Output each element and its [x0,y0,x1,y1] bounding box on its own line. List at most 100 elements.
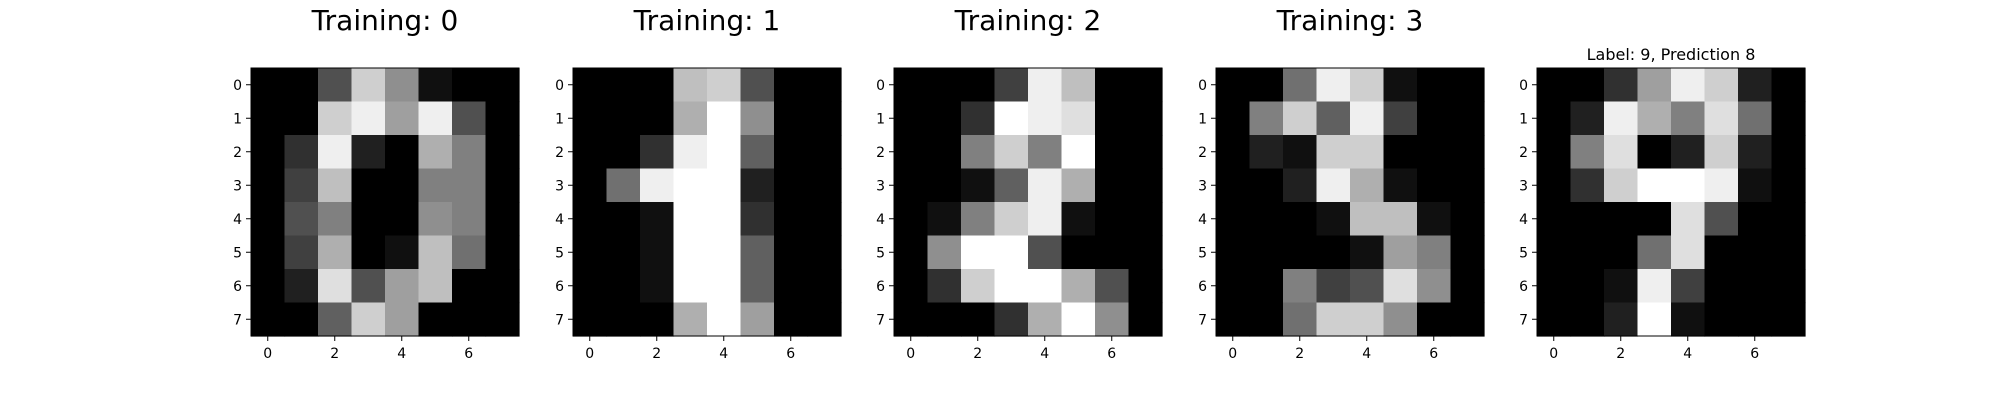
pixel-cell [807,235,842,270]
pixel-cell [606,202,641,237]
pixel-cell [894,101,929,136]
pixel-cell [1604,101,1639,136]
pixel-cell [1283,101,1318,136]
pixel-cell [1216,269,1251,304]
pixel-cell [318,269,353,304]
pixel-cell [284,235,319,270]
pixel-cell [1316,202,1351,237]
pixel-cell [961,302,996,337]
panel-title: Training: 1 [633,4,781,37]
x-tick-label: 2 [1295,346,1304,362]
pixel-cell [1604,202,1639,237]
digit-panel-2: Training: 2 0 1 2 3 4 5 6 7 0 2 4 6 [876,4,1163,362]
pixel-cell [1537,269,1572,304]
pixel-cell [485,202,520,237]
digit-panel-1: Training: 1 0 1 2 3 4 5 6 7 0 2 4 6 [555,4,842,362]
pixel-cell [774,202,809,237]
pixel-cell [284,101,319,136]
pixel-cell [452,302,487,337]
pixel-cell [961,269,996,304]
pixel-cell [807,302,842,337]
pixel-cell [1537,168,1572,203]
pixel-cell [1704,235,1739,270]
pixel-cell [1383,68,1418,103]
pixel-cell [1383,135,1418,170]
pixel-cell [707,168,742,203]
pixel-cell [573,302,608,337]
pixel-cell [1738,168,1773,203]
pixel-cell [251,135,286,170]
pixel-cell [1604,235,1639,270]
pixel-cell [1095,101,1130,136]
pixel-cell [284,168,319,203]
pixel-cell [1450,269,1485,304]
pixel-cell [1417,168,1452,203]
pixel-cell [640,235,675,270]
pixel-cell [1128,135,1163,170]
y-tick-label: 3 [555,178,564,194]
pixel-cell [1316,101,1351,136]
pixel-cell [961,101,996,136]
pixel-cell [1771,168,1806,203]
pixel-cell [1316,168,1351,203]
y-tick-label: 3 [1198,178,1207,194]
pixel-cell [1383,168,1418,203]
pixel-cell [740,101,775,136]
y-tick-label: 3 [1519,178,1528,194]
pixel-cell [1450,235,1485,270]
pixel-cell [284,68,319,103]
y-tick-label: 1 [555,111,564,127]
pixel-cell [640,269,675,304]
pixel-cell [385,101,420,136]
pixel-cell [318,68,353,103]
pixel-cell [1450,202,1485,237]
pixel-cell [774,168,809,203]
pixel-cell [1704,101,1739,136]
pixel-cell [284,202,319,237]
y-tick-label: 7 [1198,312,1207,328]
pixel-cell [318,168,353,203]
y-tick-label: 7 [876,312,885,328]
pixel-cell [1028,68,1063,103]
y-tick-label: 5 [1198,245,1207,261]
pixel-cell [1249,202,1284,237]
x-tick-label: 0 [906,346,915,362]
pixel-cell [606,269,641,304]
pixel-cell [1450,302,1485,337]
pixel-cell [1283,235,1318,270]
y-tick-label: 1 [1198,111,1207,127]
pixel-cell [774,302,809,337]
pixel-cell [894,135,929,170]
pixel-cell [1061,68,1096,103]
pixel-cell [740,202,775,237]
pixel-cell [994,135,1029,170]
pixel-cell [994,235,1029,270]
pixel-cell [1028,302,1063,337]
pixel-cell [485,235,520,270]
pixel-cell [1570,68,1605,103]
pixel-cell [318,235,353,270]
y-tick-label: 1 [233,111,242,127]
pixel-cell [1316,235,1351,270]
pixel-cell [1128,68,1163,103]
y-tick-label: 6 [1198,279,1207,295]
pixel-cell [1450,68,1485,103]
y-tick-label: 3 [876,178,885,194]
pixel-cell [1061,101,1096,136]
pixel-cell [740,269,775,304]
pixel-cell [284,269,319,304]
pixel-cell [485,302,520,337]
pixel-cell [1095,202,1130,237]
axes-frame [1215,67,1485,337]
pixel-cell [707,101,742,136]
x-tick-label: 6 [1750,346,1759,362]
pixel-cell [1216,135,1251,170]
pixel-cell [774,235,809,270]
pixel-cell [1671,302,1706,337]
pixel-cell [452,235,487,270]
pixel-cell [640,302,675,337]
pixel-cell [1671,235,1706,270]
pixel-cell [1537,135,1572,170]
pixel-cell [1216,235,1251,270]
pixel-cell [418,269,453,304]
